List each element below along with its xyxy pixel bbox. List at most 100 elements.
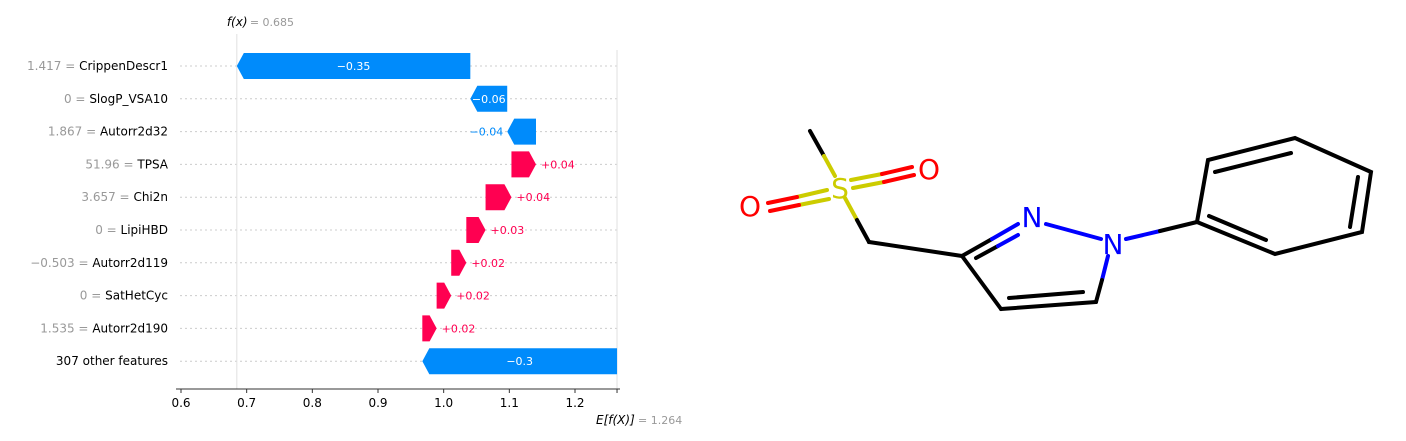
feature-name: SlogP_VSA10 [89,92,168,106]
bond-n1-ph-b [1158,220,1199,233]
fx-label: f(x) [227,15,248,29]
bar-crippendescr1 [236,53,471,79]
feature-label: 307 other features [56,354,168,368]
feature-value: 51.96 = [85,157,137,171]
feature-label: 1.867 = Autorr2d32 [48,125,168,139]
phenyl-ring [1194,135,1374,257]
feature-value: 0 = [64,92,89,106]
fx-value: = 0.685 [250,16,294,29]
feature-name: LipiHBD [121,223,168,237]
bar-value-label: +0.02 [456,290,490,303]
bond-s-o-right-2 [851,180,886,190]
bonds [766,129,1374,311]
bar-value-label: −0.3 [506,355,533,368]
feature-value: 0 = [80,289,105,303]
bond-s-o-right-1b [880,165,914,176]
x-tick-label: 0.8 [303,396,322,410]
bar-value-label: +0.03 [491,224,525,237]
expected-value-footer: E[f(X)] = 1.264 [596,413,682,427]
bond-c3-n2-a [960,237,994,258]
bond-s-o-right-2b [882,173,916,184]
feature-name: TPSA [136,157,168,171]
feature-value: 1.417 = [27,59,79,73]
bar-autorr2d32 [507,118,536,145]
bar-value-label: +0.04 [516,191,550,204]
bond-c3-n2-inner-b [996,233,1020,248]
bond-s-ch2 [843,196,859,222]
feature-name: Autorr2d32 [100,125,168,139]
x-tick-label: 0.6 [171,396,190,410]
feature-value: 0 = [95,223,120,237]
bar-chi2n [485,184,512,211]
bar-307-other-features [422,348,618,375]
feature-labels: 1.417 = CrippenDescr1 0 = SlogP_VSA10 1.86… [27,59,169,368]
atom-n2: N [1022,201,1043,234]
fx-header: f(x) = 0.685 [227,15,294,29]
molecule-structure: S O O N N [739,129,1374,311]
bond-n1-c5-a [1100,254,1110,282]
phenyl-inner-3 [1207,214,1268,242]
feature-label: −0.503 = Autorr2d119 [30,256,168,270]
feature-name: 307 other features [56,354,168,368]
bond-s-o-left-1 [795,188,829,199]
bond-s-o-left-1b [766,195,799,205]
bar-value-label: −0.35 [337,60,371,73]
bar-slogp-vsa10 [470,85,508,112]
feature-label: 3.657 = Chi2n [81,190,168,204]
feature-value: 3.657 = [81,190,133,204]
phenyl-inner-2 [1348,175,1360,229]
bar-value-label: −0.06 [472,93,506,106]
bond-s-methyl [808,129,826,158]
atom-s: S [831,172,849,205]
bond-s-o-right-1 [849,172,884,182]
bond-c5-c4-inner [1007,290,1085,300]
atom-o-right: O [918,153,940,186]
atom-n1: N [1103,228,1124,261]
bar-value-label: +0.02 [442,322,476,335]
feature-label: 0 = SlogP_VSA10 [64,92,168,106]
feature-label: 51.96 = TPSA [85,157,168,171]
bar-tpsa [511,151,536,178]
feature-label: 1.417 = CrippenDescr1 [27,59,168,73]
bar-lipihbd [466,217,486,243]
bond-n1-ph-a [1124,229,1162,241]
x-tick-label: 0.9 [368,396,387,410]
bar-value-label: −0.04 [470,126,504,139]
bar-sathetcyc [436,282,452,309]
feature-label: 0 = SatHetCyc [80,289,168,303]
bond-s-ch2-c [855,218,871,244]
bond-n2-n1 [1044,222,1103,241]
atom-labels: S O O N N [739,153,1124,261]
bar-value-label: +0.04 [541,158,575,171]
bond-s-o-left-2b [768,203,801,213]
feature-value: 1.535 = [40,321,92,335]
row-gridlines [180,65,620,362]
bond-s-o-left-2 [797,197,831,207]
feature-name: Chi2n [133,190,168,204]
feature-value: 1.867 = [48,125,100,139]
waterfall-chart: f(x) = 0.685 −0.35 −0.06 −0.04 +0.04 +0.04 +0… [27,15,682,427]
bar-value-label: +0.02 [471,257,505,270]
bar-autorr2d119 [451,249,467,276]
x-tick-label: 1.0 [434,396,453,410]
bond-n1-c5-b [1094,278,1104,304]
feature-value: −0.503 = [30,256,92,270]
x-axis: 0.6 0.7 0.8 0.9 1.0 1.1 1.2 [171,388,620,410]
bond-c5-c4 [999,300,1098,311]
feature-label: 1.535 = Autorr2d190 [40,321,168,335]
bond-c3-n2-b [990,222,1020,241]
x-tick-label: 0.7 [237,396,256,410]
x-tick-label: 1.1 [500,396,519,410]
feature-name: CrippenDescr1 [79,59,168,73]
bond-s-methyl-s [822,154,837,178]
feature-name: Autorr2d190 [92,321,168,335]
expected-value-label: E[f(X)] [596,413,635,427]
bond-ch2-ring [867,240,964,258]
feature-label: 0 = LipiHBD [95,223,168,237]
phenyl-inner-1 [1213,151,1293,174]
feature-name: SatHetCyc [105,289,168,303]
expected-value-value: = 1.264 [638,414,682,427]
feature-name: Autorr2d119 [92,256,168,270]
bond-c3-n2-inner [974,244,1000,260]
bond-c4-c3 [960,254,1003,311]
